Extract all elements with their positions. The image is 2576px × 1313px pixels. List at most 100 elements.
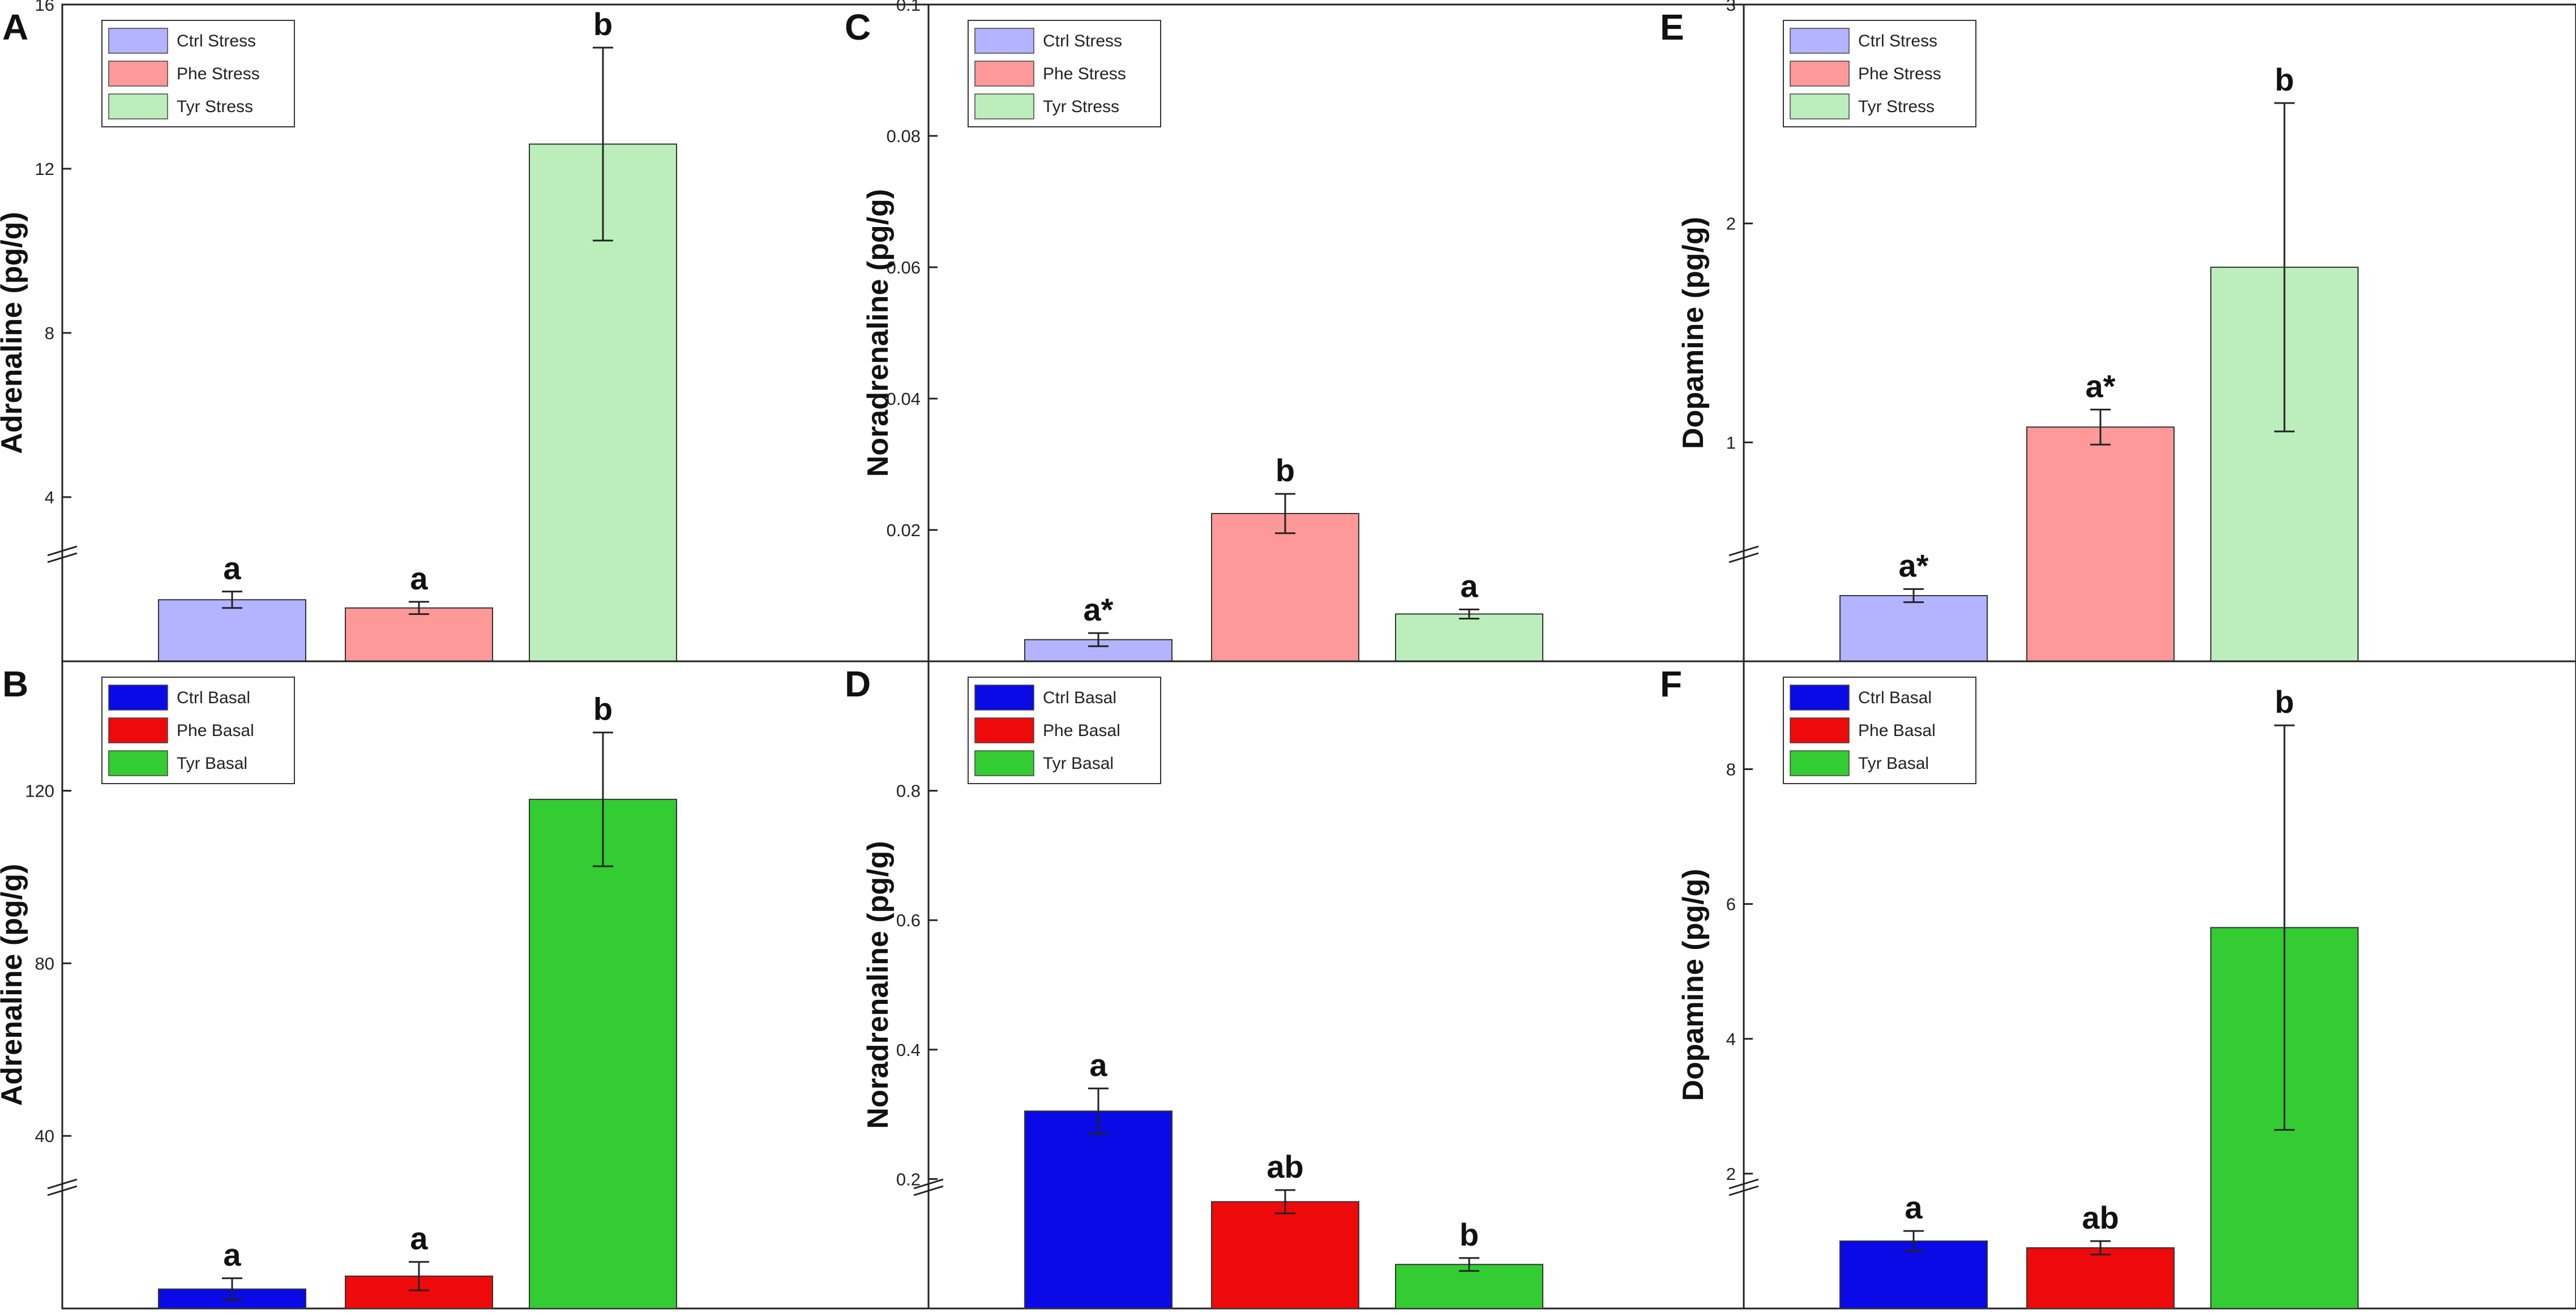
legend-swatch — [108, 61, 168, 87]
axis-break-mark — [47, 1185, 78, 1196]
axis-break-mark — [47, 552, 78, 563]
legend-swatch — [974, 717, 1034, 743]
legend-swatch — [108, 750, 168, 776]
legend-entry: Tyr Basal — [1043, 754, 1114, 773]
panel-label: E — [1660, 7, 1684, 48]
y-tick-label: 0.6 — [896, 910, 921, 930]
significance-label: ab — [1266, 1149, 1303, 1184]
y-tick-label: 8 — [45, 323, 54, 343]
y-tick-label: 1 — [1726, 433, 1736, 452]
significance-label: b — [2275, 684, 2294, 720]
significance-label: a — [223, 1237, 241, 1273]
legend-entry: Tyr Basal — [1858, 754, 1929, 773]
y-tick-label: 0.8 — [896, 781, 921, 801]
legend-entry: Ctrl Stress — [1858, 32, 1937, 50]
legend-swatch — [108, 685, 168, 711]
significance-label: b — [593, 6, 613, 42]
legend-entry: Phe Basal — [1043, 721, 1120, 740]
y-tick-label: 3 — [1726, 0, 1736, 15]
y-tick-label: 2 — [1726, 214, 1736, 234]
y-tick-label: 6 — [1726, 895, 1736, 914]
y-axis-label: Noradrenaline (pg/g) — [862, 189, 895, 477]
y-tick-label: 80 — [35, 953, 54, 973]
significance-label: a* — [1084, 592, 1114, 627]
legend-entry: Phe Basal — [177, 721, 254, 740]
panel-label: C — [845, 7, 871, 48]
legend-entry: Phe Stress — [1043, 65, 1126, 83]
bar-phe-basal — [2026, 1247, 2175, 1309]
y-axis-label: Dopamine (pg/g) — [1677, 217, 1710, 449]
significance-label: b — [1276, 452, 1295, 488]
legend-entry: Phe Stress — [1858, 65, 1941, 83]
y-tick-label: 4 — [45, 487, 54, 507]
y-tick-label: 12 — [35, 159, 54, 179]
panel-label: F — [1660, 664, 1682, 704]
significance-label: a* — [1899, 548, 1929, 583]
significance-label: a — [1460, 568, 1478, 604]
panel-label: B — [2, 664, 28, 704]
legend-swatch — [974, 685, 1034, 711]
legend-swatch — [108, 28, 168, 54]
legend-entry: Tyr Stress — [177, 97, 253, 116]
axis-break-mark — [1728, 1178, 1759, 1190]
legend-swatch — [1790, 750, 1850, 776]
legend-entry: Tyr Stress — [1858, 97, 1935, 116]
panel-e: 1 2 3 Dopamine (pg/g) Ea* a* b Ctrl Stress Phe S… — [1660, 0, 2576, 662]
significance-label: b — [593, 691, 613, 727]
legend-entry: Tyr Basal — [177, 754, 247, 773]
legend-entry: Ctrl Stress — [1043, 32, 1122, 50]
significance-label: a — [410, 1221, 428, 1256]
y-tick-label: 40 — [35, 1126, 54, 1146]
significance-label: a — [223, 550, 241, 586]
y-tick-label: 0.02 — [887, 520, 921, 540]
legend-entry: Tyr Stress — [1043, 97, 1119, 116]
y-tick-label: 8 — [1726, 760, 1736, 780]
y-tick-label: 4 — [1726, 1029, 1736, 1049]
axis-break-mark — [913, 1185, 944, 1196]
y-axis-label: Adrenaline (pg/g) — [0, 212, 28, 454]
y-tick-label: 0.04 — [887, 389, 921, 409]
y-tick-label: 0.06 — [887, 258, 921, 277]
y-tick-label: 0.08 — [887, 126, 921, 146]
legend-swatch — [108, 93, 168, 119]
significance-label: a — [410, 561, 428, 596]
y-tick-label: 0.4 — [896, 1040, 921, 1060]
legend-entry: Ctrl Basal — [177, 688, 250, 707]
y-tick-label: 0.1 — [896, 0, 921, 15]
legend-swatch — [974, 28, 1034, 54]
bar-phe-stress — [345, 607, 493, 662]
bar-ctrl-basal — [1839, 1240, 1988, 1309]
axis-break-mark — [1728, 1185, 1759, 1196]
significance-label: ab — [2082, 1200, 2119, 1235]
legend-swatch — [974, 61, 1034, 87]
bar-ctrl-stress — [1839, 595, 1988, 662]
significance-label: b — [1460, 1217, 1479, 1252]
bar-phe-stress — [2026, 426, 2175, 662]
legend-entry: Ctrl Basal — [1858, 688, 1932, 707]
legend-swatch — [974, 93, 1034, 119]
legend-swatch — [108, 717, 168, 743]
axis-break-mark — [47, 545, 78, 557]
panel-c: 0.02 0.04 0.06 0.08 0.1 Noradrenaline (pg/g) C… — [845, 0, 1745, 662]
significance-label: a* — [2086, 368, 2116, 404]
panel-f: 2 4 6 8 Dopamine (pg/g) Fa ab b Ctrl Basal Phe Ba… — [1660, 660, 2576, 1310]
legend-swatch — [1790, 61, 1850, 87]
significance-label: b — [2275, 62, 2294, 97]
legend-entry: Phe Stress — [177, 65, 260, 83]
axis-break-mark — [47, 1178, 78, 1190]
y-tick-label: 120 — [25, 781, 54, 801]
y-tick-label: 2 — [1726, 1164, 1736, 1184]
significance-label: a — [1089, 1047, 1107, 1083]
legend-entry: Ctrl Stress — [177, 32, 256, 50]
bar-tyr-basal — [529, 798, 677, 1309]
legend-entry: Phe Basal — [1858, 721, 1936, 740]
panel-d: 0.2 0.4 0.6 0.8 Noradrenaline (pg/g) Da ab b Ctr… — [845, 660, 1745, 1310]
y-axis-label: Adrenaline (pg/g) — [0, 864, 28, 1106]
legend-swatch — [1790, 717, 1850, 743]
legend-swatch — [1790, 685, 1850, 711]
legend-swatch — [974, 750, 1034, 776]
panel-label: D — [845, 664, 871, 704]
panel-a: 4 8 12 16 Adrenaline (pg/g) Aa a b Ctrl Stress Ph… — [0, 0, 930, 662]
bar-phe-basal — [1211, 1201, 1359, 1310]
